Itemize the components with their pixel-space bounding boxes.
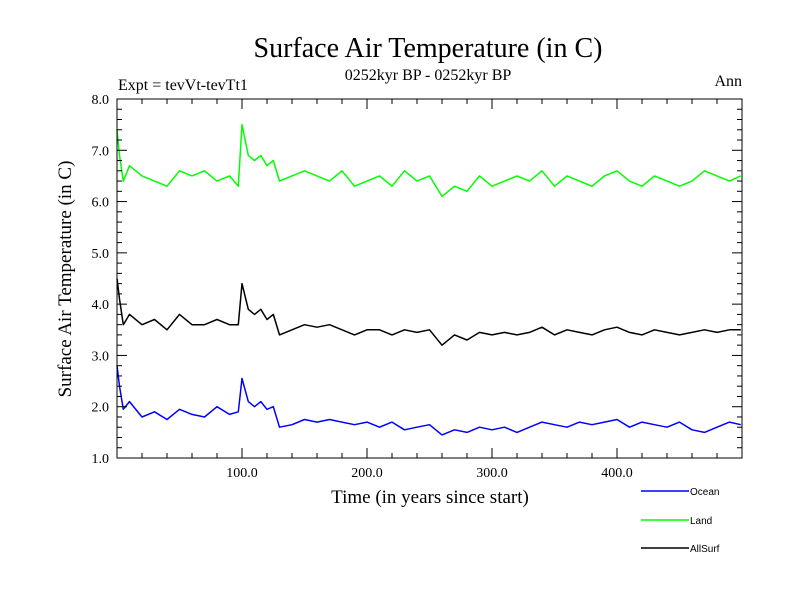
x-tick-label: 100.0 — [226, 466, 258, 481]
series-line-land — [116, 123, 742, 198]
x-tick-label: 400.0 — [601, 466, 633, 481]
y-tick-label: 1.0 — [92, 452, 110, 467]
legend-label-allsurf: AllSurf — [690, 544, 720, 555]
series-line-ocean — [116, 365, 741, 436]
legend-label-ocean: Ocean — [690, 487, 719, 498]
y-tick-label: 8.0 — [92, 93, 110, 108]
x-tick-label: 300.0 — [476, 466, 508, 481]
chart-subtitle: 0252kyr BP - 0252kyr BP — [345, 67, 512, 84]
y-tick-label: 4.0 — [92, 298, 110, 313]
x-axis-label: Time (in years since start) — [331, 487, 529, 508]
y-tick-label: 3.0 — [92, 349, 110, 364]
y-tick-label: 7.0 — [92, 144, 110, 159]
x-tick-label: 200.0 — [351, 466, 383, 481]
season-label: Ann — [714, 73, 742, 90]
series-line-allsurf — [116, 278, 741, 346]
y-tick-label: 5.0 — [92, 247, 110, 262]
legend: Ocean Land AllSurf — [641, 487, 720, 555]
y-tick-label: 6.0 — [92, 196, 110, 211]
expt-label: Expt = tevVt-tevTt1 — [118, 77, 248, 94]
y-axis-label: Surface Air Temperature (in C) — [55, 161, 76, 398]
legend-label-land: Land — [690, 516, 712, 527]
series-layer — [116, 123, 742, 436]
chart-title: Surface Air Temperature (in C) — [254, 33, 603, 64]
plot-frame — [116, 98, 743, 459]
y-tick-label: 2.0 — [92, 401, 110, 416]
